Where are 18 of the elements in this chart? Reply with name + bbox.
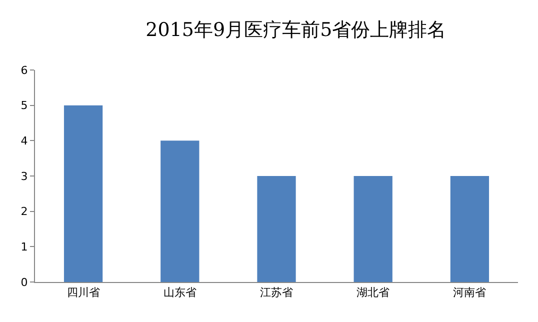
y-tick-label: 1: [20, 240, 28, 254]
y-tick-label: 5: [20, 99, 28, 112]
x-tick-label: 河南省: [453, 286, 486, 300]
bar: [160, 140, 200, 282]
x-tick-label: 湖北省: [356, 286, 390, 300]
y-tick-label: 6: [20, 64, 28, 77]
y-tick-label: 2: [20, 205, 28, 218]
chart-title: 2015年9月医疗车前5省份上牌排名: [146, 18, 446, 41]
y-tick-label: 0: [20, 276, 28, 289]
x-tick-label: 江苏省: [260, 286, 293, 300]
y-tick-label: 3: [20, 170, 28, 183]
bar: [257, 176, 296, 282]
y-tick-label: 4: [20, 134, 28, 148]
bar: [450, 176, 490, 282]
x-tick-label: 山东省: [163, 286, 196, 300]
x-tick-label: 四川省: [66, 286, 100, 300]
bar: [354, 176, 392, 282]
bar: [64, 105, 103, 282]
